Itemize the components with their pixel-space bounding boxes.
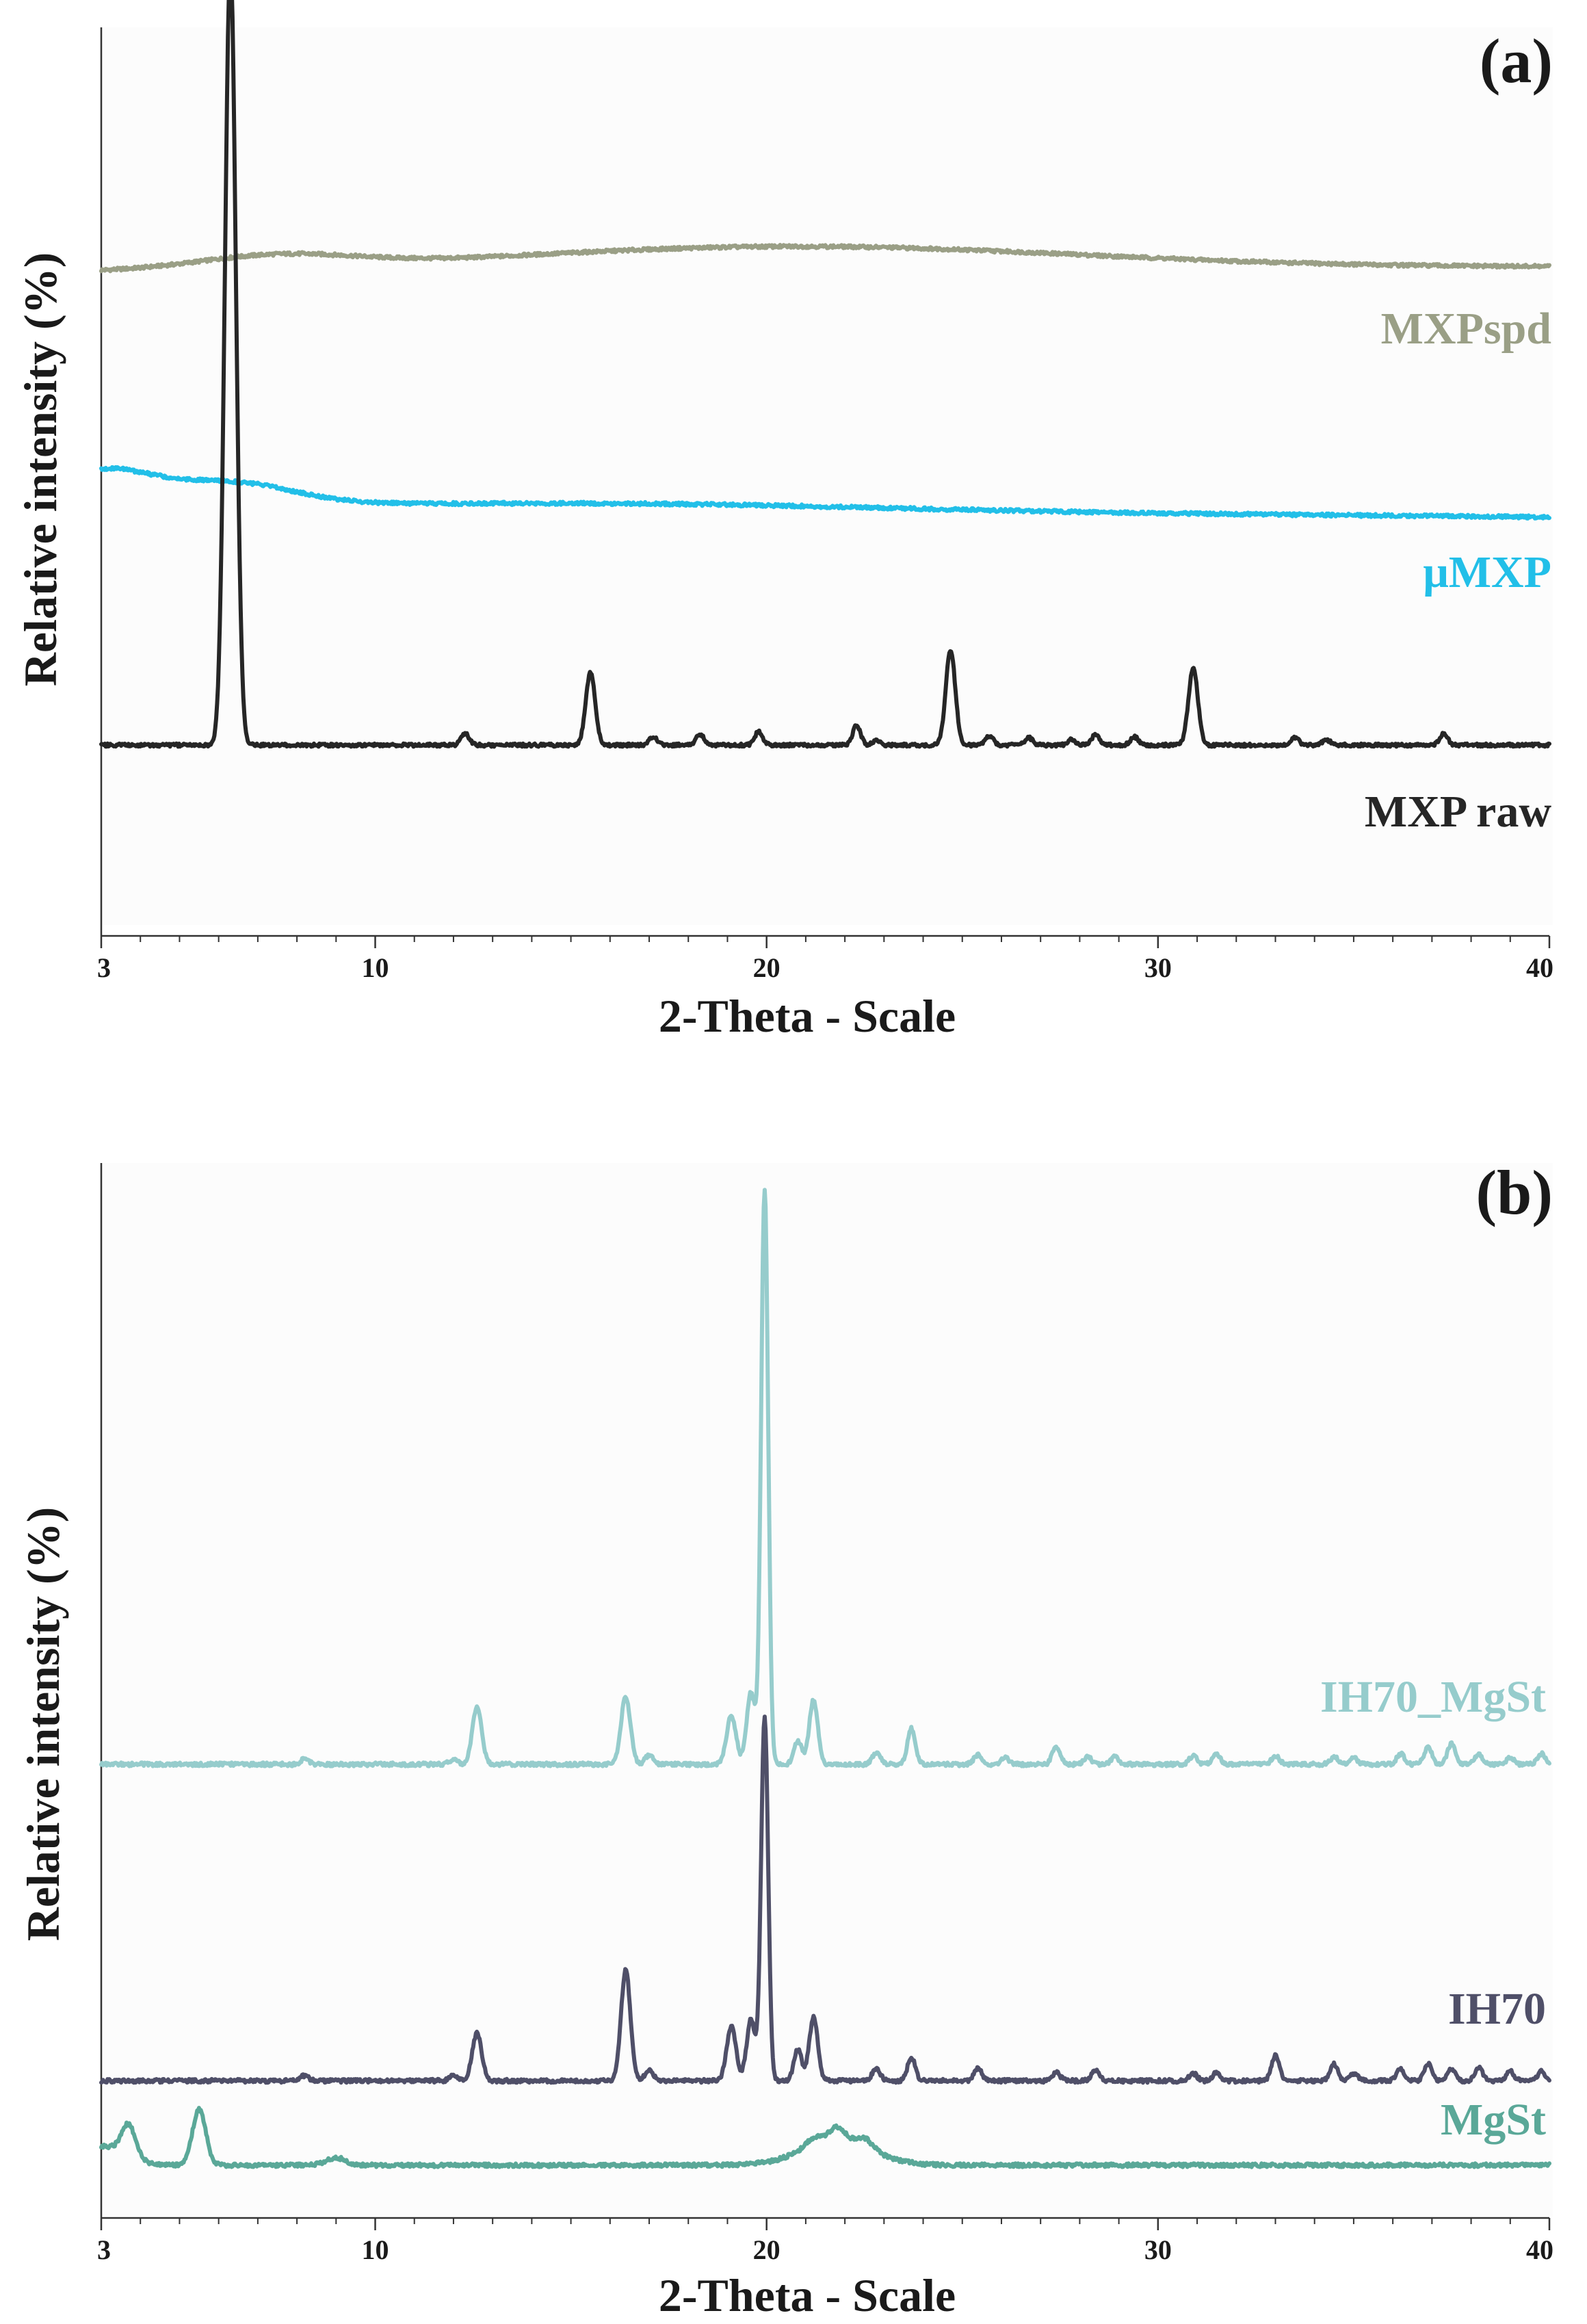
- series-line-ih70-mgst: [99, 1188, 1551, 1768]
- panel-b-series: [99, 1188, 1551, 2169]
- series-label-ih70-mgst: IH70_MgSt: [1320, 1672, 1546, 1722]
- panel-b-tick-label: 20: [753, 2234, 781, 2265]
- panel-b-tick-label: 30: [1144, 2234, 1172, 2265]
- series-line-mxp-raw: [99, 0, 1551, 749]
- panel-b: 3 10 20 30 40 (b) 2-Theta - Scale Relative i…: [17, 1158, 1553, 2321]
- panel-a-x-axis-title: 2-Theta - Scale: [659, 990, 956, 1042]
- series-line-ih70: [99, 1714, 1551, 2085]
- series-label-mxpspd: MXPspd: [1381, 304, 1551, 354]
- panel-a-tick-label: 10: [362, 952, 389, 983]
- panel-a-tick-label: 30: [1144, 952, 1172, 983]
- panel-b-tick-label: 40: [1526, 2234, 1553, 2265]
- panel-a-label: (a): [1480, 26, 1553, 96]
- panel-a-tick-label: 40: [1526, 952, 1553, 983]
- panel-b-y-axis-title: Relative intensity (%): [17, 1507, 69, 1942]
- series-line-mgst: [99, 2106, 1551, 2169]
- panel-a-tick-label: 3: [97, 952, 111, 983]
- series-label-ih70: IH70: [1448, 1984, 1546, 2034]
- panel-a-series: [99, 0, 1551, 749]
- panel-b-tick-label: 3: [97, 2234, 111, 2265]
- panel-a-tick-label: 20: [753, 952, 781, 983]
- panel-a: 3 10 20 30 40 (a) 2-Theta - Scale Relative i…: [14, 0, 1553, 1042]
- panel-a-ticks: 3 10 20 30 40: [97, 936, 1553, 983]
- series-label-mxp-raw: MXP raw: [1365, 787, 1551, 837]
- panel-b-label: (b): [1476, 1158, 1553, 1227]
- series-label-mgst: MgSt: [1441, 2095, 1546, 2145]
- panel-b-ticks: 3 10 20 30 40: [97, 2218, 1553, 2265]
- panel-b-tick-label: 10: [362, 2234, 389, 2265]
- panel-b-x-axis-title: 2-Theta - Scale: [659, 2269, 956, 2321]
- series-line-umxp: [99, 465, 1551, 521]
- series-label-umxp: μMXP: [1423, 547, 1551, 597]
- panel-a-y-axis-title: Relative intensity (%): [14, 252, 66, 687]
- series-line-mxpspd: [99, 243, 1551, 274]
